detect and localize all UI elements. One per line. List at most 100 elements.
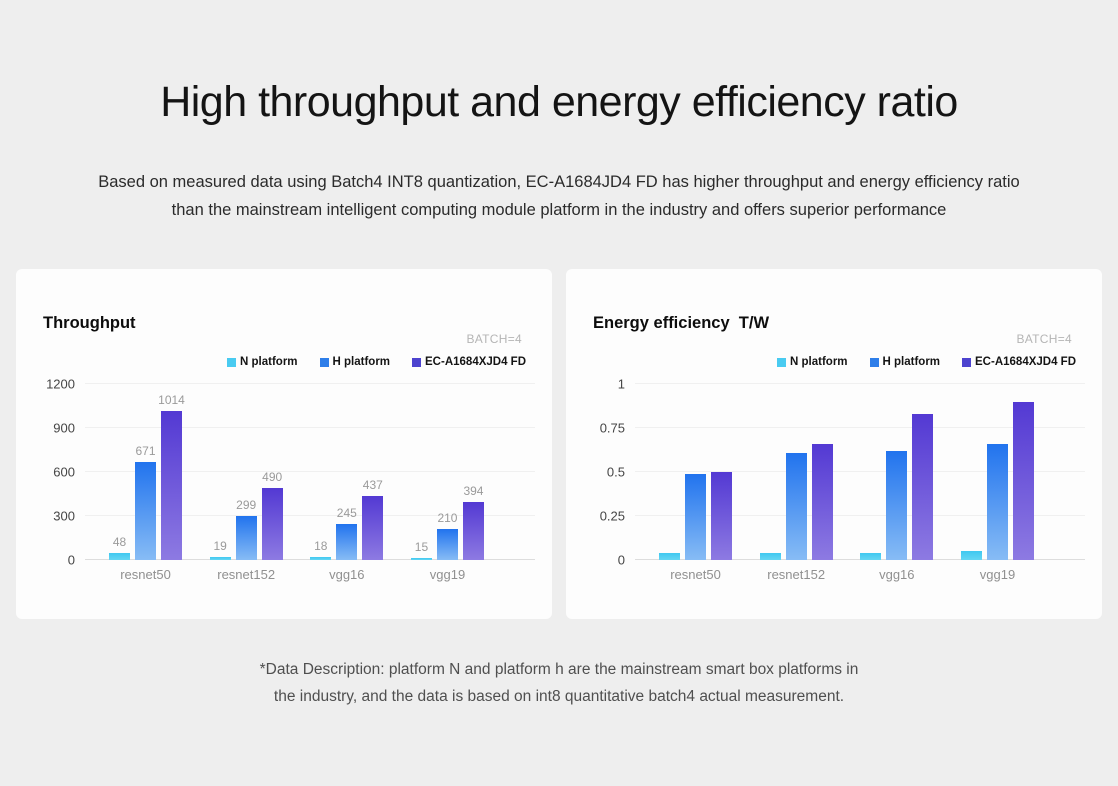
- y-tick-label: 300: [53, 508, 75, 524]
- legend-item: EC-A1684XJD4 FD: [962, 356, 1076, 368]
- category-label: resnet152: [767, 567, 826, 582]
- legend-swatch: [869, 357, 879, 367]
- legend-item: N platform: [777, 356, 848, 368]
- chart-legend: N platform H platform EC-A1684XJD4 FD: [777, 356, 1076, 368]
- plot-area: 48 671 1014 resnet50 19 299 490 resnet152 18 245 4…: [85, 383, 535, 582]
- legend-label: H platform: [882, 356, 941, 368]
- bar-value-label: 18: [314, 539, 328, 553]
- y-tick-label: 900: [53, 420, 75, 436]
- legend-label: EC-A1684XJD4 FD: [425, 356, 526, 368]
- bar: [1012, 402, 1034, 560]
- bar: [886, 451, 908, 560]
- gridline: [635, 559, 1085, 560]
- legend-swatch: [319, 357, 329, 367]
- bar: 19: [209, 539, 231, 560]
- legend-swatch: [227, 357, 237, 367]
- gridline: [85, 515, 535, 516]
- legend-swatch: [777, 357, 787, 367]
- page-subtitle-line1: Based on measured data using Batch4 INT8…: [98, 173, 1020, 191]
- legend-item: N platform: [227, 356, 298, 368]
- y-tick-label: 0: [67, 552, 75, 568]
- legend-label: EC-A1684XJD4 FD: [975, 356, 1076, 368]
- bar-value-label: 48: [112, 535, 127, 549]
- bar: 18: [310, 539, 332, 560]
- bar-value-label: 299: [236, 498, 257, 512]
- bar-value-label: 245: [336, 506, 357, 520]
- batch-badge: BATCH=4: [1016, 332, 1072, 346]
- bar: 1014: [158, 393, 185, 560]
- batch-badge: BATCH=4: [466, 332, 522, 346]
- legend-item: H platform: [869, 356, 941, 368]
- bar: [759, 553, 781, 560]
- category-label: vgg19: [979, 567, 1016, 582]
- bar-value-label: 1014: [158, 393, 185, 407]
- bar: 299: [235, 498, 257, 560]
- bar-group-vgg19: 15 210 394 vgg19: [410, 484, 484, 582]
- bar: 15: [410, 540, 432, 560]
- gridline: [85, 383, 535, 384]
- page-subtitle-line2: than the mainstream intelligent computin…: [171, 201, 947, 219]
- gridline: [635, 383, 1085, 384]
- y-tick-label: 0: [617, 552, 625, 568]
- gridline: [85, 427, 535, 428]
- legend-item: EC-A1684XJD4 FD: [412, 356, 526, 368]
- bar-group-vgg16: 18 245 437 vgg16: [310, 478, 384, 582]
- throughput-chart-card: Throughput BATCH=4 N platform H platform E…: [16, 269, 552, 619]
- footnote-line1: *Data Description: platform N and platfo…: [259, 661, 859, 678]
- bar-value-label: 437: [362, 478, 383, 492]
- bar-groups: 48 671 1014 resnet50 19 299 490 resnet152 18 245 4…: [85, 384, 535, 582]
- bar: 490: [261, 470, 283, 560]
- gridline: [635, 471, 1085, 472]
- bar-value-label: 490: [262, 470, 283, 484]
- energy-efficiency-chart-card: Energy efficiency T/W BATCH=4 N platform…: [566, 269, 1102, 619]
- legend-swatch: [962, 357, 972, 367]
- category-label: vgg19: [429, 567, 466, 582]
- category-label: resnet50: [670, 567, 721, 582]
- bar-groups: resnet50 resnet152 vgg16 vgg19: [635, 384, 1085, 582]
- page-title: High throughput and energy efficiency ra…: [160, 78, 958, 126]
- throughput-chart: 0 300 600 900 1200 48 671 1014 resnet50 19 299 490…: [33, 377, 535, 594]
- y-tick-label: 600: [53, 464, 75, 480]
- bar-group-resnet50: resnet50: [659, 472, 732, 582]
- bar-value-label: 394: [463, 484, 484, 498]
- category-label: resnet50: [120, 567, 171, 582]
- bar: [811, 444, 833, 560]
- bar: [860, 553, 882, 560]
- category-label: vgg16: [879, 567, 915, 582]
- legend-label: H platform: [332, 356, 391, 368]
- bar-value-label: 19: [213, 539, 227, 553]
- y-tick-label: 0.25: [599, 508, 625, 524]
- bar: 245: [336, 506, 358, 560]
- bar-group-vgg16: vgg16: [860, 414, 934, 582]
- legend-swatch: [412, 357, 422, 367]
- bar-value-label: 15: [414, 540, 429, 554]
- legend-item: H platform: [319, 356, 391, 368]
- bar-value-label: 210: [437, 511, 458, 525]
- footnote-line2: the industry, and the data is based on i…: [273, 688, 845, 705]
- y-tick-label: 1: [617, 376, 625, 392]
- bar: 48: [109, 535, 130, 560]
- y-tick-label: 1200: [46, 376, 75, 392]
- energy-efficiency-chart: 0 0.25 0.5 0.75 1 resnet50 resnet152 vgg16 vgg1…: [583, 377, 1085, 594]
- energy-efficiency-chart-title: Energy efficiency T/W: [593, 314, 770, 332]
- bar: [711, 472, 732, 560]
- y-axis: 0 300 600 900 1200: [33, 377, 85, 568]
- throughput-chart-title: Throughput: [43, 314, 136, 332]
- gridline: [635, 427, 1085, 428]
- bar: [986, 444, 1008, 560]
- gridline: [85, 471, 535, 472]
- bar: [659, 553, 680, 560]
- data-description-footnote: *Data Description: platform N and platfo…: [0, 656, 1118, 710]
- y-axis: 0 0.25 0.5 0.75 1: [583, 377, 635, 568]
- bar: [912, 414, 934, 560]
- bar: 210: [436, 511, 458, 560]
- gridline: [635, 515, 1085, 516]
- bar: [960, 551, 982, 560]
- bar: 671: [135, 444, 156, 560]
- bar: [785, 453, 807, 560]
- bar: 394: [462, 484, 484, 560]
- bar: 437: [362, 478, 384, 560]
- category-label: vgg16: [329, 567, 365, 582]
- bar-group-vgg19: vgg19: [960, 402, 1034, 582]
- bar-group-resnet50: 48 671 1014 resnet50: [109, 393, 185, 582]
